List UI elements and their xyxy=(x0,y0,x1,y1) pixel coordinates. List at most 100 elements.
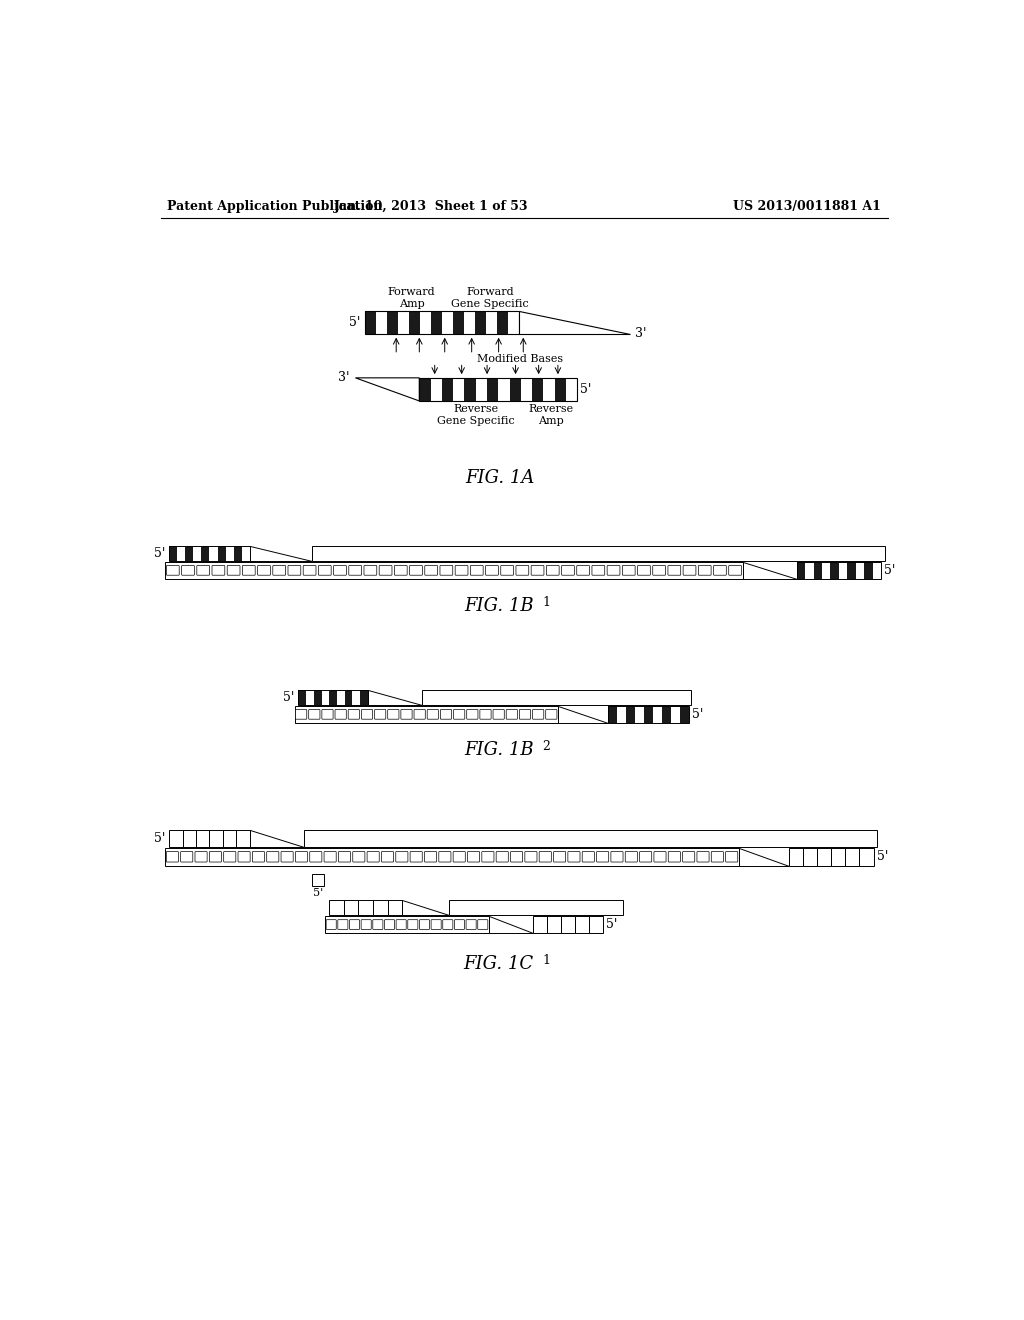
Polygon shape xyxy=(558,706,608,723)
Bar xyxy=(508,312,519,334)
Bar xyxy=(454,378,465,401)
Bar xyxy=(360,689,368,705)
Bar xyxy=(486,312,498,334)
Bar xyxy=(487,378,499,401)
Bar xyxy=(813,562,822,579)
Bar xyxy=(680,706,689,723)
FancyBboxPatch shape xyxy=(338,920,348,929)
Bar xyxy=(387,312,398,334)
FancyBboxPatch shape xyxy=(425,851,436,862)
FancyBboxPatch shape xyxy=(375,709,386,719)
FancyBboxPatch shape xyxy=(546,709,557,719)
Bar xyxy=(223,830,237,847)
FancyBboxPatch shape xyxy=(309,851,322,862)
Bar xyxy=(616,706,626,723)
Bar xyxy=(872,562,882,579)
Bar xyxy=(185,545,194,561)
FancyBboxPatch shape xyxy=(439,851,451,862)
Text: 1: 1 xyxy=(543,595,551,609)
FancyBboxPatch shape xyxy=(352,851,365,862)
Bar xyxy=(831,847,846,866)
Bar xyxy=(644,706,653,723)
FancyBboxPatch shape xyxy=(361,709,373,719)
Polygon shape xyxy=(368,689,422,705)
FancyBboxPatch shape xyxy=(361,920,372,929)
Polygon shape xyxy=(739,847,788,866)
Text: 3': 3' xyxy=(338,371,349,384)
Bar xyxy=(475,312,486,334)
Text: Forward
Amp: Forward Amp xyxy=(388,286,435,309)
Polygon shape xyxy=(488,916,534,933)
FancyBboxPatch shape xyxy=(181,565,195,576)
Bar xyxy=(210,830,223,847)
Bar xyxy=(846,847,859,866)
Bar xyxy=(608,706,616,723)
FancyBboxPatch shape xyxy=(334,565,346,576)
Text: 5': 5' xyxy=(284,690,295,704)
Bar xyxy=(217,545,225,561)
FancyBboxPatch shape xyxy=(348,709,359,719)
FancyBboxPatch shape xyxy=(729,565,741,576)
Bar xyxy=(454,312,465,334)
FancyBboxPatch shape xyxy=(349,565,361,576)
FancyBboxPatch shape xyxy=(506,709,517,719)
Bar xyxy=(169,830,182,847)
FancyBboxPatch shape xyxy=(698,565,711,576)
FancyBboxPatch shape xyxy=(180,851,193,862)
Text: Reverse
Amp: Reverse Amp xyxy=(528,404,573,425)
FancyBboxPatch shape xyxy=(592,565,605,576)
Text: 5': 5' xyxy=(581,383,592,396)
Text: FIG. 1B: FIG. 1B xyxy=(464,597,534,615)
Bar xyxy=(345,689,352,705)
Bar xyxy=(352,689,360,705)
Bar xyxy=(330,900,344,915)
FancyBboxPatch shape xyxy=(197,565,210,576)
FancyBboxPatch shape xyxy=(540,851,551,862)
Bar xyxy=(237,830,250,847)
FancyBboxPatch shape xyxy=(697,851,709,862)
Bar xyxy=(169,545,177,561)
FancyBboxPatch shape xyxy=(654,851,666,862)
FancyBboxPatch shape xyxy=(308,709,319,719)
Bar xyxy=(788,847,803,866)
Bar xyxy=(839,562,848,579)
FancyBboxPatch shape xyxy=(497,851,508,862)
FancyBboxPatch shape xyxy=(669,851,680,862)
Bar xyxy=(532,378,544,401)
FancyBboxPatch shape xyxy=(638,565,650,576)
Text: Modified Bases: Modified Bases xyxy=(477,354,563,363)
FancyBboxPatch shape xyxy=(485,565,499,576)
Bar xyxy=(589,916,602,933)
FancyBboxPatch shape xyxy=(726,851,737,862)
Text: 5': 5' xyxy=(605,917,617,931)
FancyBboxPatch shape xyxy=(470,565,483,576)
Bar xyxy=(608,706,689,723)
FancyBboxPatch shape xyxy=(281,851,293,862)
Bar xyxy=(422,689,691,705)
Text: 5': 5' xyxy=(154,546,165,560)
Bar xyxy=(547,916,561,933)
FancyBboxPatch shape xyxy=(623,565,635,576)
Bar xyxy=(311,545,885,561)
FancyBboxPatch shape xyxy=(683,565,696,576)
FancyBboxPatch shape xyxy=(568,851,580,862)
FancyBboxPatch shape xyxy=(712,851,723,862)
Bar xyxy=(510,378,521,401)
Bar xyxy=(465,378,476,401)
FancyBboxPatch shape xyxy=(414,709,425,719)
Polygon shape xyxy=(742,562,797,578)
FancyBboxPatch shape xyxy=(626,851,637,862)
Bar xyxy=(306,689,313,705)
FancyBboxPatch shape xyxy=(252,851,264,862)
FancyBboxPatch shape xyxy=(668,565,681,576)
Bar xyxy=(295,706,558,723)
Bar xyxy=(476,378,487,401)
Text: Forward
Gene Specific: Forward Gene Specific xyxy=(452,286,529,309)
FancyBboxPatch shape xyxy=(400,709,412,719)
Bar xyxy=(534,916,547,933)
FancyBboxPatch shape xyxy=(561,565,574,576)
FancyBboxPatch shape xyxy=(597,851,608,862)
Bar xyxy=(822,562,830,579)
Bar xyxy=(304,830,878,847)
Bar xyxy=(298,689,306,705)
